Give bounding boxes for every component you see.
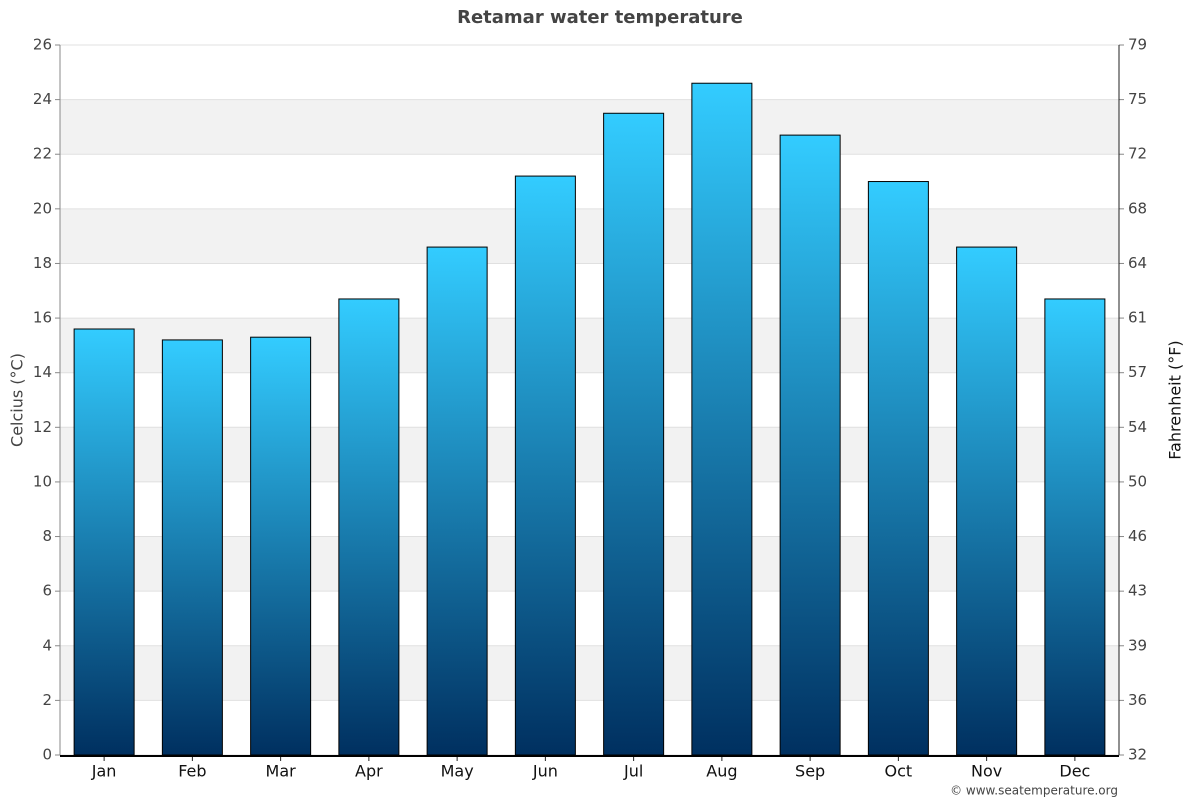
y2-tick-label: 72 (1128, 145, 1147, 163)
y-tick-label: 18 (33, 254, 52, 272)
y2-tick-label: 79 (1128, 36, 1147, 54)
y2-tick-label: 61 (1128, 309, 1147, 327)
bar (779, 134, 841, 756)
x-tick-label: Nov (971, 762, 1002, 781)
bar (338, 298, 400, 756)
y2-tick-label: 54 (1128, 418, 1147, 436)
bar (1044, 298, 1106, 756)
y2-tick-label: 68 (1128, 199, 1147, 217)
x-tick-label: Sep (795, 762, 825, 781)
y-tick-label: 12 (33, 418, 52, 436)
grid-band (60, 536, 1119, 592)
y-tick-label: 6 (42, 582, 52, 600)
y2-tick-label: 39 (1128, 636, 1147, 654)
y-tick-label: 10 (33, 472, 52, 490)
grid-band (60, 427, 1119, 482)
x-tick-label: Jan (91, 762, 117, 781)
x-tick-label: Jun (532, 762, 558, 781)
y2-tick-label: 50 (1128, 472, 1147, 490)
y-axis-label: Celcius (°C) (8, 353, 27, 447)
bar (956, 246, 1018, 756)
x-tick-label: Oct (885, 762, 913, 781)
grid-band (60, 645, 1119, 701)
y-tick-label: 20 (33, 199, 52, 217)
bar (161, 339, 223, 756)
bar (250, 336, 312, 756)
bar (426, 246, 488, 756)
bar (691, 82, 753, 756)
y-tick-label: 8 (42, 527, 52, 545)
bar (514, 175, 576, 756)
y2-tick-label: 57 (1128, 363, 1147, 381)
x-tick-label: Dec (1059, 762, 1090, 781)
y2-tick-label: 64 (1128, 254, 1147, 272)
grid-band (60, 208, 1119, 264)
chart-title: Retamar water temperature (457, 7, 743, 28)
y2-tick-label: 43 (1128, 582, 1147, 600)
x-tick-label: Apr (355, 762, 383, 781)
x-tick-label: Aug (706, 762, 737, 781)
x-tick-label: May (441, 762, 474, 781)
y-tick-label: 24 (33, 90, 52, 108)
bar (603, 112, 665, 756)
y-tick-label: 2 (42, 691, 52, 709)
x-tick-label: Mar (266, 762, 297, 781)
x-tick-label: Jul (623, 762, 643, 781)
credit: © www.seatemperature.org (950, 784, 1118, 798)
x-tick-label: Feb (178, 762, 206, 781)
y-tick-label: 16 (33, 309, 52, 327)
y-tick-label: 22 (33, 145, 52, 163)
y-tick-label: 4 (42, 636, 52, 654)
y2-axis-label: Fahrenheit (°F) (1166, 340, 1185, 459)
y2-tick-label: 75 (1128, 90, 1147, 108)
grid-band (60, 99, 1119, 155)
y-tick-label: 26 (33, 36, 52, 54)
y2-tick-label: 32 (1128, 746, 1147, 764)
grid-band (60, 318, 1119, 373)
y2-tick-label: 36 (1128, 691, 1147, 709)
bar (867, 181, 929, 756)
y-tick-label: 14 (33, 363, 52, 381)
y2-tick-label: 46 (1128, 527, 1147, 545)
y-tick-label: 0 (42, 746, 52, 764)
bar (73, 328, 135, 756)
